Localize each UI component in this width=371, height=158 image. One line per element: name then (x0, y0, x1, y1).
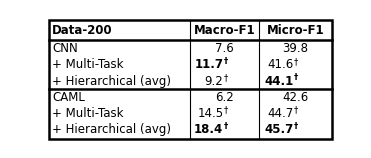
Text: CAML: CAML (52, 91, 85, 104)
Text: †: † (294, 106, 298, 115)
Text: †: † (294, 73, 298, 82)
Text: CNN: CNN (52, 42, 78, 55)
Text: Data-200: Data-200 (52, 24, 113, 37)
Text: †: † (223, 73, 227, 82)
Text: 9.2: 9.2 (205, 75, 223, 88)
Text: 44.7: 44.7 (268, 107, 294, 120)
Text: 11.7: 11.7 (194, 58, 223, 71)
Text: 6.2: 6.2 (216, 91, 234, 104)
Text: 7.6: 7.6 (216, 42, 234, 55)
Text: 42.6: 42.6 (282, 91, 309, 104)
Text: †: † (223, 122, 227, 131)
Text: 41.6: 41.6 (268, 58, 294, 71)
Text: †: † (223, 106, 227, 115)
Text: Micro-F1: Micro-F1 (267, 24, 324, 37)
Text: + Multi-Task: + Multi-Task (52, 107, 124, 120)
Text: 39.8: 39.8 (283, 42, 309, 55)
Text: + Hierarchical (avg): + Hierarchical (avg) (52, 123, 171, 136)
Text: †: † (294, 57, 298, 66)
Text: 45.7: 45.7 (265, 123, 294, 136)
Text: Macro-F1: Macro-F1 (194, 24, 256, 37)
Text: + Multi-Task: + Multi-Task (52, 58, 124, 71)
Text: †: † (294, 122, 298, 131)
Text: 18.4: 18.4 (194, 123, 223, 136)
Text: 44.1: 44.1 (265, 75, 294, 88)
Text: + Hierarchical (avg): + Hierarchical (avg) (52, 75, 171, 88)
Text: 14.5: 14.5 (197, 107, 223, 120)
Text: †: † (223, 57, 227, 66)
